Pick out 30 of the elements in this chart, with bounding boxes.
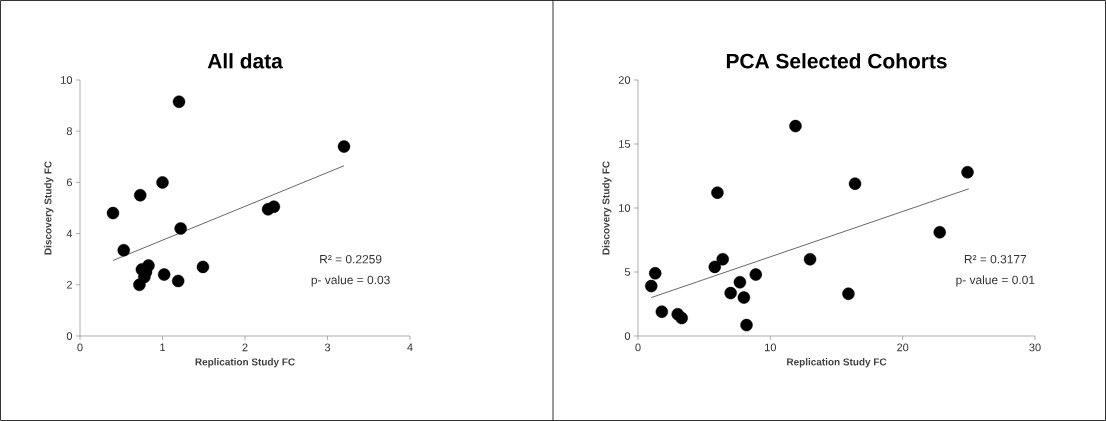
x-axis-title: Replication Study FC — [787, 358, 887, 368]
chart-title: All data — [207, 53, 283, 69]
x-tick-label: 0 — [77, 343, 83, 352]
y-tick-label: 2 — [66, 280, 72, 289]
x-tick-label: 1 — [160, 343, 166, 352]
y-axis-title: Discovery Study FC — [602, 161, 612, 255]
annotation: p- value = 0.01 — [956, 275, 1035, 287]
y-axis-title: Discovery Study FC — [44, 161, 54, 255]
x-tick-label: 2 — [242, 343, 248, 352]
annotation: R² = 0.2259 — [320, 254, 382, 264]
y-tick-label: 20 — [618, 76, 631, 84]
y-tick-label: 0 — [624, 332, 631, 340]
y-tick-label: 8 — [66, 127, 72, 136]
x-tick-label: 3 — [324, 343, 331, 352]
x-tick-label: 20 — [897, 343, 909, 352]
x-tick-label: 0 — [635, 343, 641, 352]
x-tick-label: 4 — [407, 343, 413, 352]
x-tick-label: 10 — [765, 343, 776, 352]
y-tick-label: 5 — [624, 268, 631, 276]
x-axis-title: Replication Study FC — [195, 358, 295, 368]
chart-title: PCA Selected Cohorts — [726, 53, 947, 69]
y-tick-label: 15 — [619, 140, 631, 148]
annotation: p- value = 0.03 — [311, 275, 390, 287]
annotation: R² = 0.3177 — [964, 254, 1027, 264]
x-tick-label: 30 — [1029, 343, 1041, 352]
y-tick-label: 6 — [66, 178, 72, 187]
y-tick-label: 10 — [619, 204, 631, 212]
y-tick-label: 0 — [66, 332, 73, 340]
y-tick-label: 4 — [66, 229, 73, 238]
y-tick-label: 10 — [61, 76, 73, 84]
